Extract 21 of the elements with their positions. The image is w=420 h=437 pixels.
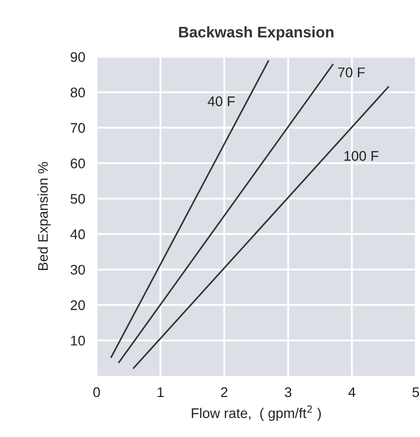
series-label: 100 F	[344, 151, 378, 161]
y-tick-label: 20	[70, 300, 85, 310]
series-label: 70 F	[338, 67, 365, 78]
y-axis-title: Bed Expansion %	[38, 162, 51, 270]
x-tick-label: 4	[348, 387, 356, 397]
x-tick-label: 2	[221, 387, 228, 397]
y-tick-label: 30	[70, 264, 85, 275]
y-tick-label: 90	[70, 52, 85, 62]
y-tick-label: 60	[70, 158, 85, 168]
chart-title: Backwash Expansion	[179, 26, 334, 41]
x-axis-title: Flow rate, ( gpm/ft$^{2}$ )	[192, 405, 321, 421]
y-tick-label: 70	[70, 123, 85, 133]
y-tick-label: 10	[71, 336, 85, 346]
x-tick-label: 5	[412, 387, 420, 398]
x-tick-label: 0	[93, 387, 100, 398]
y-tick-label: 40	[70, 229, 85, 240]
x-tick-label: 3	[284, 387, 292, 398]
y-tick-label: 80	[70, 88, 85, 98]
y-tick-label: 50	[70, 194, 85, 204]
series-label: 40 F	[208, 96, 235, 106]
x-tick-label: 1	[158, 387, 164, 397]
